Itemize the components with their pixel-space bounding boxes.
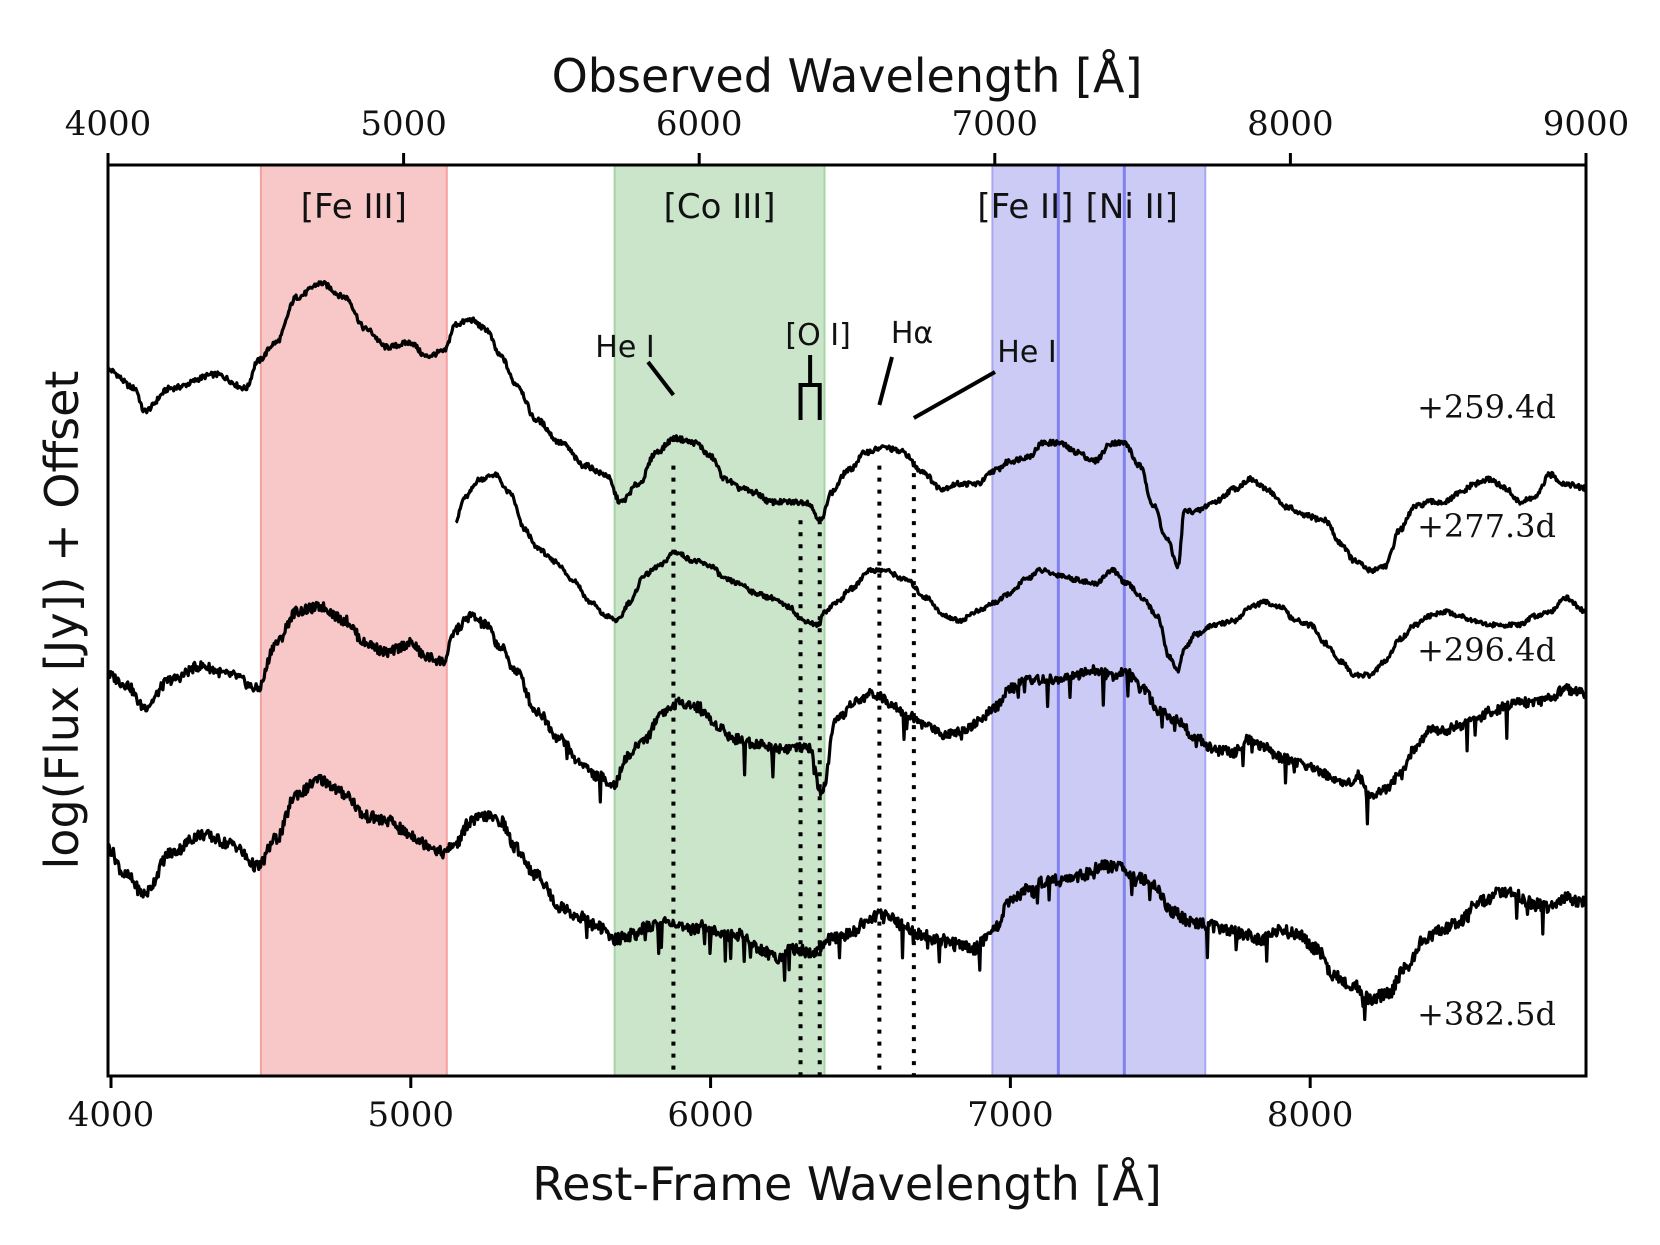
band-label-2: [Fe II] (977, 187, 1073, 227)
spectrum-3 (106, 773, 1588, 1022)
annotation-labels: [Fe III] [Co III] [Fe II] [Ni II] He I [O I] H… (301, 187, 1556, 1033)
band-label-0: [Fe III] (301, 187, 407, 227)
band-label-1: [Co III] (664, 187, 776, 227)
x-axis-label-bottom: Rest-Frame Wavelength [Å] (532, 1157, 1162, 1211)
x-tick-label-bottom-2: 6000 (667, 1095, 754, 1135)
he1-leader-line (646, 360, 676, 397)
x-tick-label-top-3: 7000 (952, 104, 1039, 144)
x-tick-label-top-2: 6000 (656, 104, 743, 144)
halpha-label: Hα (891, 316, 933, 351)
spectrum-0 (106, 280, 1588, 575)
spectra-series (106, 280, 1588, 1022)
x-tick-label-top-5: 9000 (1543, 104, 1630, 144)
y-axis-label: log(Flux [Jy]) + Offset (35, 371, 89, 870)
spectrum-2 (106, 600, 1587, 826)
band-3 (1058, 165, 1206, 1076)
he1b-leader-line (912, 370, 996, 420)
oi-label: [O I] (785, 318, 850, 353)
epoch-label-1: +277.3d (1417, 507, 1556, 545)
axis-ticks: 4000 5000 6000 7000 8000 4000 5000 6000 7000 8000… (65, 104, 1630, 1135)
spectrum-1 (454, 471, 1587, 679)
band-label-3: [Ni II] (1086, 187, 1178, 227)
he1b-label: He I (997, 335, 1056, 370)
x-tick-label-top-4: 8000 (1247, 104, 1334, 144)
epoch-label-3: +382.5d (1417, 995, 1556, 1033)
x-tick-label-bottom-1: 5000 (368, 1095, 455, 1135)
x-tick-label-top-0: 4000 (65, 104, 152, 144)
line-markers (671, 461, 916, 1076)
x-tick-label-top-1: 5000 (360, 104, 447, 144)
oi-bracket (798, 355, 822, 420)
epoch-label-2: +296.4d (1417, 631, 1556, 669)
x-tick-label-bottom-0: 4000 (68, 1095, 155, 1135)
epoch-label-0: +259.4d (1417, 388, 1556, 426)
x-tick-label-bottom-4: 8000 (1267, 1095, 1354, 1135)
band-2 (992, 165, 1059, 1076)
x-axis-label-top: Observed Wavelength [Å] (552, 49, 1143, 103)
plot-frame (106, 163, 1588, 1078)
x-tick-label-bottom-3: 7000 (967, 1095, 1054, 1135)
emission-bands (259, 165, 1207, 1076)
he1-label: He I (595, 330, 654, 365)
halpha-leader-line (877, 356, 894, 406)
